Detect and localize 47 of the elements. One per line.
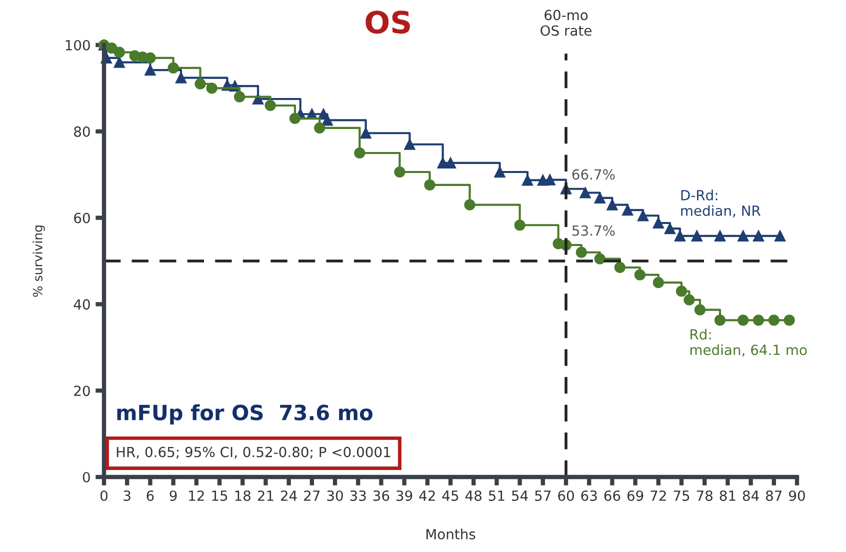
x-tick-label: 45 — [442, 490, 458, 501]
x-tick-label: 3 — [124, 490, 130, 501]
annotation: 66.7% — [572, 169, 615, 180]
y-tick-label: 80 — [74, 126, 90, 137]
x-tick-label: 75 — [674, 490, 690, 501]
x-tick-label: 6 — [146, 490, 154, 501]
x-tick-label: 69 — [627, 490, 644, 501]
y-tick-label: 40 — [74, 299, 90, 310]
series-label: D-Rd: median, NR — [681, 190, 760, 218]
x-tick-label: 48 — [465, 490, 482, 501]
x-tick-label: 18 — [235, 490, 250, 501]
x-tick-label: 24 — [280, 490, 297, 501]
x-tick-label: 9 — [170, 490, 177, 501]
x-tick-label: 27 — [304, 490, 320, 501]
y-tick-label: 20 — [74, 386, 90, 396]
x-tick-label: 81 — [720, 490, 736, 501]
annotation: HR, 0.65; 95% CI, 0.52-0.80; P <0.0001 — [116, 446, 390, 459]
x-tick-label: 42 — [419, 490, 435, 501]
x-tick-label: 63 — [581, 490, 597, 501]
y-tick-label: 100 — [66, 40, 90, 50]
x-tick-label: 21 — [258, 490, 274, 501]
y-tick-label: 60 — [74, 212, 90, 224]
x-tick-label: 54 — [512, 490, 528, 501]
x-tick-label: 51 — [488, 490, 504, 501]
x-tick-label: 72 — [650, 490, 666, 501]
x-tick-label: 15 — [212, 490, 228, 501]
x-tick-label: 30 — [327, 490, 343, 501]
x-tick-label: 0 — [100, 490, 108, 501]
x-tick-label: 60 — [558, 490, 574, 501]
x-tick-label: 33 — [350, 490, 366, 501]
x-tick-label: 39 — [396, 490, 412, 501]
x-tick-label: 36 — [373, 490, 390, 501]
annotation: 53.7% — [572, 225, 615, 236]
x-axis-title: Months — [426, 528, 476, 540]
series-label: Rd: median, 64.1 mo — [690, 328, 807, 357]
x-tick-label: 78 — [696, 490, 712, 501]
chart-title: OS — [366, 10, 410, 34]
x-tick-label: 84 — [742, 490, 759, 501]
x-tick-label: 66 — [604, 490, 620, 501]
ref-line-label: 60-mo OS rate — [540, 10, 592, 36]
x-tick-label: 12 — [189, 490, 204, 501]
x-tick-label: 90 — [789, 490, 805, 501]
y-tick-label: 0 — [82, 472, 90, 482]
annotation: mFUp for OS 73.6 mo — [117, 404, 372, 424]
x-tick-label: 87 — [766, 490, 782, 501]
y-axis-title: % surviving — [32, 226, 45, 297]
x-tick-label: 57 — [535, 490, 551, 501]
